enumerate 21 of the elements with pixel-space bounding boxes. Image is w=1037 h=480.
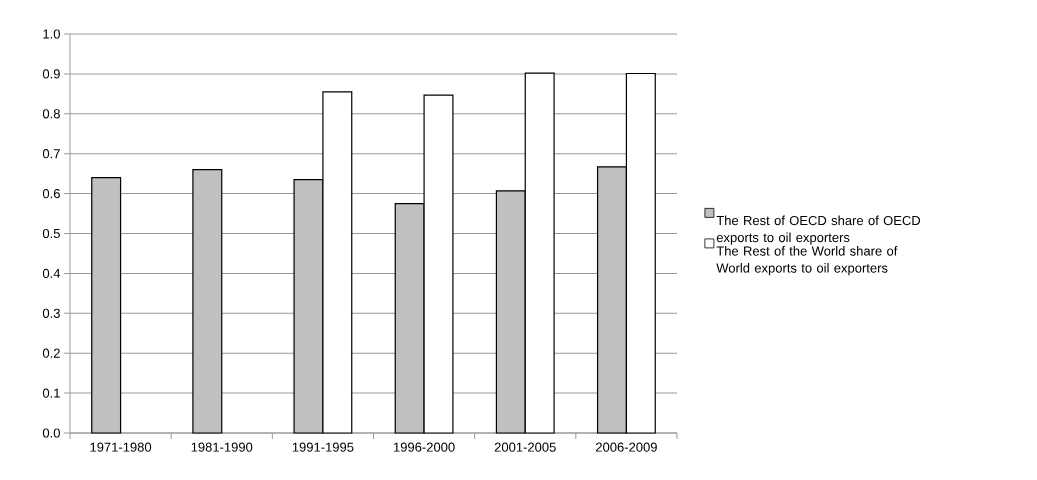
y-tick-label: 0.6 bbox=[42, 188, 60, 199]
y-tick-label: 0.8 bbox=[42, 109, 60, 119]
y-tick-label: 0.9 bbox=[42, 69, 60, 79]
y-tick-label: 0.1 bbox=[42, 388, 60, 398]
y-tick-label: 0.2 bbox=[42, 348, 60, 358]
bar bbox=[192, 169, 223, 434]
bar bbox=[91, 177, 122, 434]
x-tick-label: 1991-1995 bbox=[292, 442, 354, 452]
y-tick-label: 0.5 bbox=[42, 228, 60, 239]
x-tick-label: 2006-2009 bbox=[595, 442, 657, 452]
legend-label: The Rest of the World share of World exports to oil exporters bbox=[716, 246, 898, 276]
y-tick-label: 0.4 bbox=[42, 268, 61, 278]
x-tick-label: 1981-1990 bbox=[191, 442, 253, 452]
x-tick-label: 1971-1980 bbox=[90, 442, 152, 452]
y-tick-label: 0.0 bbox=[42, 428, 60, 438]
x-tick-label: 2001-2005 bbox=[494, 442, 556, 452]
y-tick-label: 0.3 bbox=[42, 308, 60, 318]
x-tick-label: 1996-2000 bbox=[393, 442, 455, 452]
legend-label: The Rest of OECD share of OECD exports to oil exporters bbox=[716, 215, 921, 245]
y-tick-label: 0.7 bbox=[42, 149, 60, 159]
y-tick-label: 1.0 bbox=[43, 29, 60, 39]
